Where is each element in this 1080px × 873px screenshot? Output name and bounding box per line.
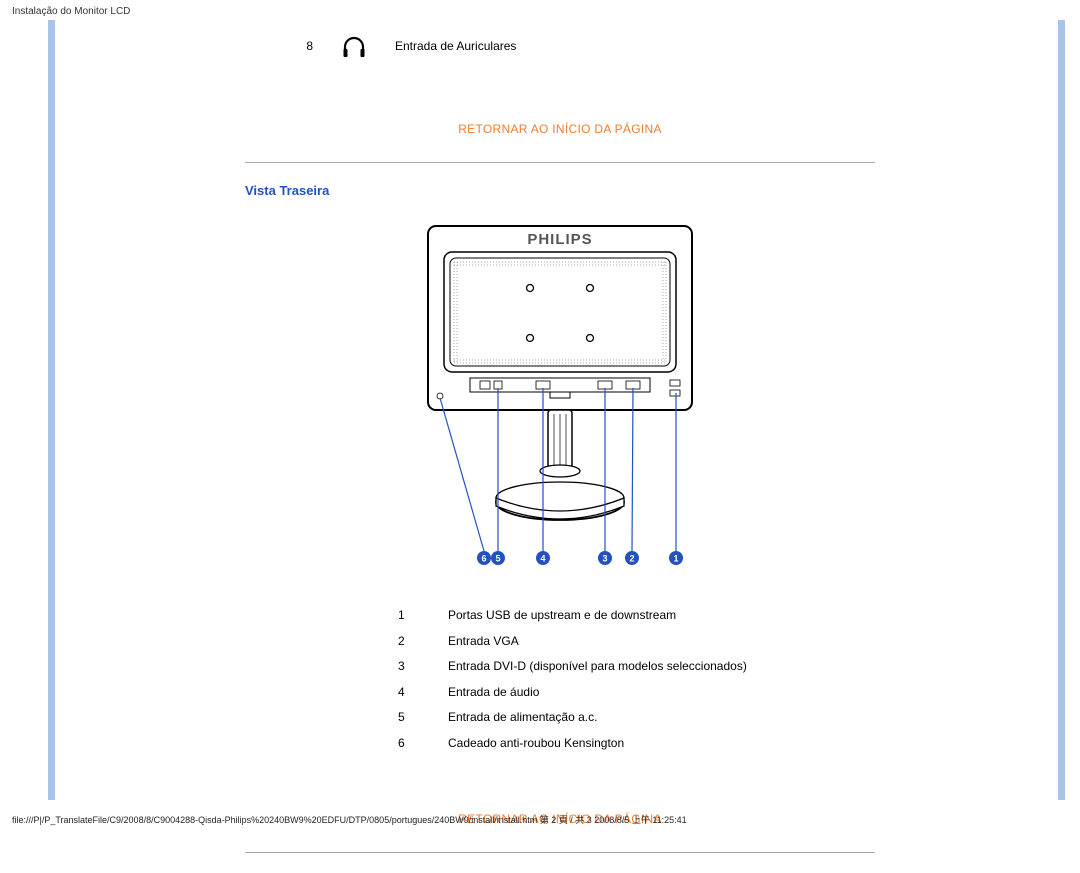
monitor-rear-diagram: PHILIPS	[410, 218, 710, 578]
right-blue-bar	[1058, 20, 1065, 800]
left-blue-bar	[48, 20, 55, 800]
main-content: 8 Entrada de Auriculares RETORNAR AO INÍ…	[245, 20, 875, 873]
svg-text:2: 2	[629, 554, 634, 564]
port-number: 3	[397, 655, 445, 679]
table-row: 3Entrada DVI-D (disponível para modelos …	[397, 655, 748, 679]
port-label: Entrada DVI-D (disponível para modelos s…	[447, 655, 748, 679]
port-label: Entrada de áudio	[447, 681, 748, 705]
row8-number: 8	[295, 39, 313, 53]
svg-text:5: 5	[495, 554, 500, 564]
divider-1	[245, 162, 875, 163]
port-label: Entrada de alimentação a.c.	[447, 706, 748, 730]
svg-text:3: 3	[602, 554, 607, 564]
svg-text:6: 6	[481, 554, 486, 564]
back-to-top-link-1[interactable]: RETORNAR AO INÍCIO DA PÁGINA	[245, 122, 875, 136]
table-row: 1Portas USB de upstream e de downstream	[397, 604, 748, 628]
port-number: 6	[397, 732, 445, 756]
section-title-rear-view: Vista Traseira	[245, 183, 875, 198]
divider-2	[245, 852, 875, 853]
port-label: Portas USB de upstream e de downstream	[447, 604, 748, 628]
brand-text: PHILIPS	[527, 231, 592, 248]
table-row: 5Entrada de alimentação a.c.	[397, 706, 748, 730]
headphones-icon	[341, 34, 367, 58]
port-label: Entrada VGA	[447, 630, 748, 654]
port-number: 1	[397, 604, 445, 628]
port-label: Cadeado anti-roubou Kensington	[447, 732, 748, 756]
row-item-8: 8 Entrada de Auriculares	[295, 34, 875, 58]
svg-text:4: 4	[540, 554, 545, 564]
row8-label: Entrada de Auriculares	[395, 39, 516, 53]
port-table: 1Portas USB de upstream e de downstream2…	[395, 602, 750, 758]
table-row: 6Cadeado anti-roubou Kensington	[397, 732, 748, 756]
port-number: 4	[397, 681, 445, 705]
table-row: 4Entrada de áudio	[397, 681, 748, 705]
footer-path: file:///P|/P_TranslateFile/C9/2008/8/C90…	[12, 813, 687, 826]
table-row: 2Entrada VGA	[397, 630, 748, 654]
port-number: 2	[397, 630, 445, 654]
svg-text:1: 1	[673, 554, 678, 564]
port-number: 5	[397, 706, 445, 730]
page-header-title: Instalação do Monitor LCD	[12, 6, 130, 17]
